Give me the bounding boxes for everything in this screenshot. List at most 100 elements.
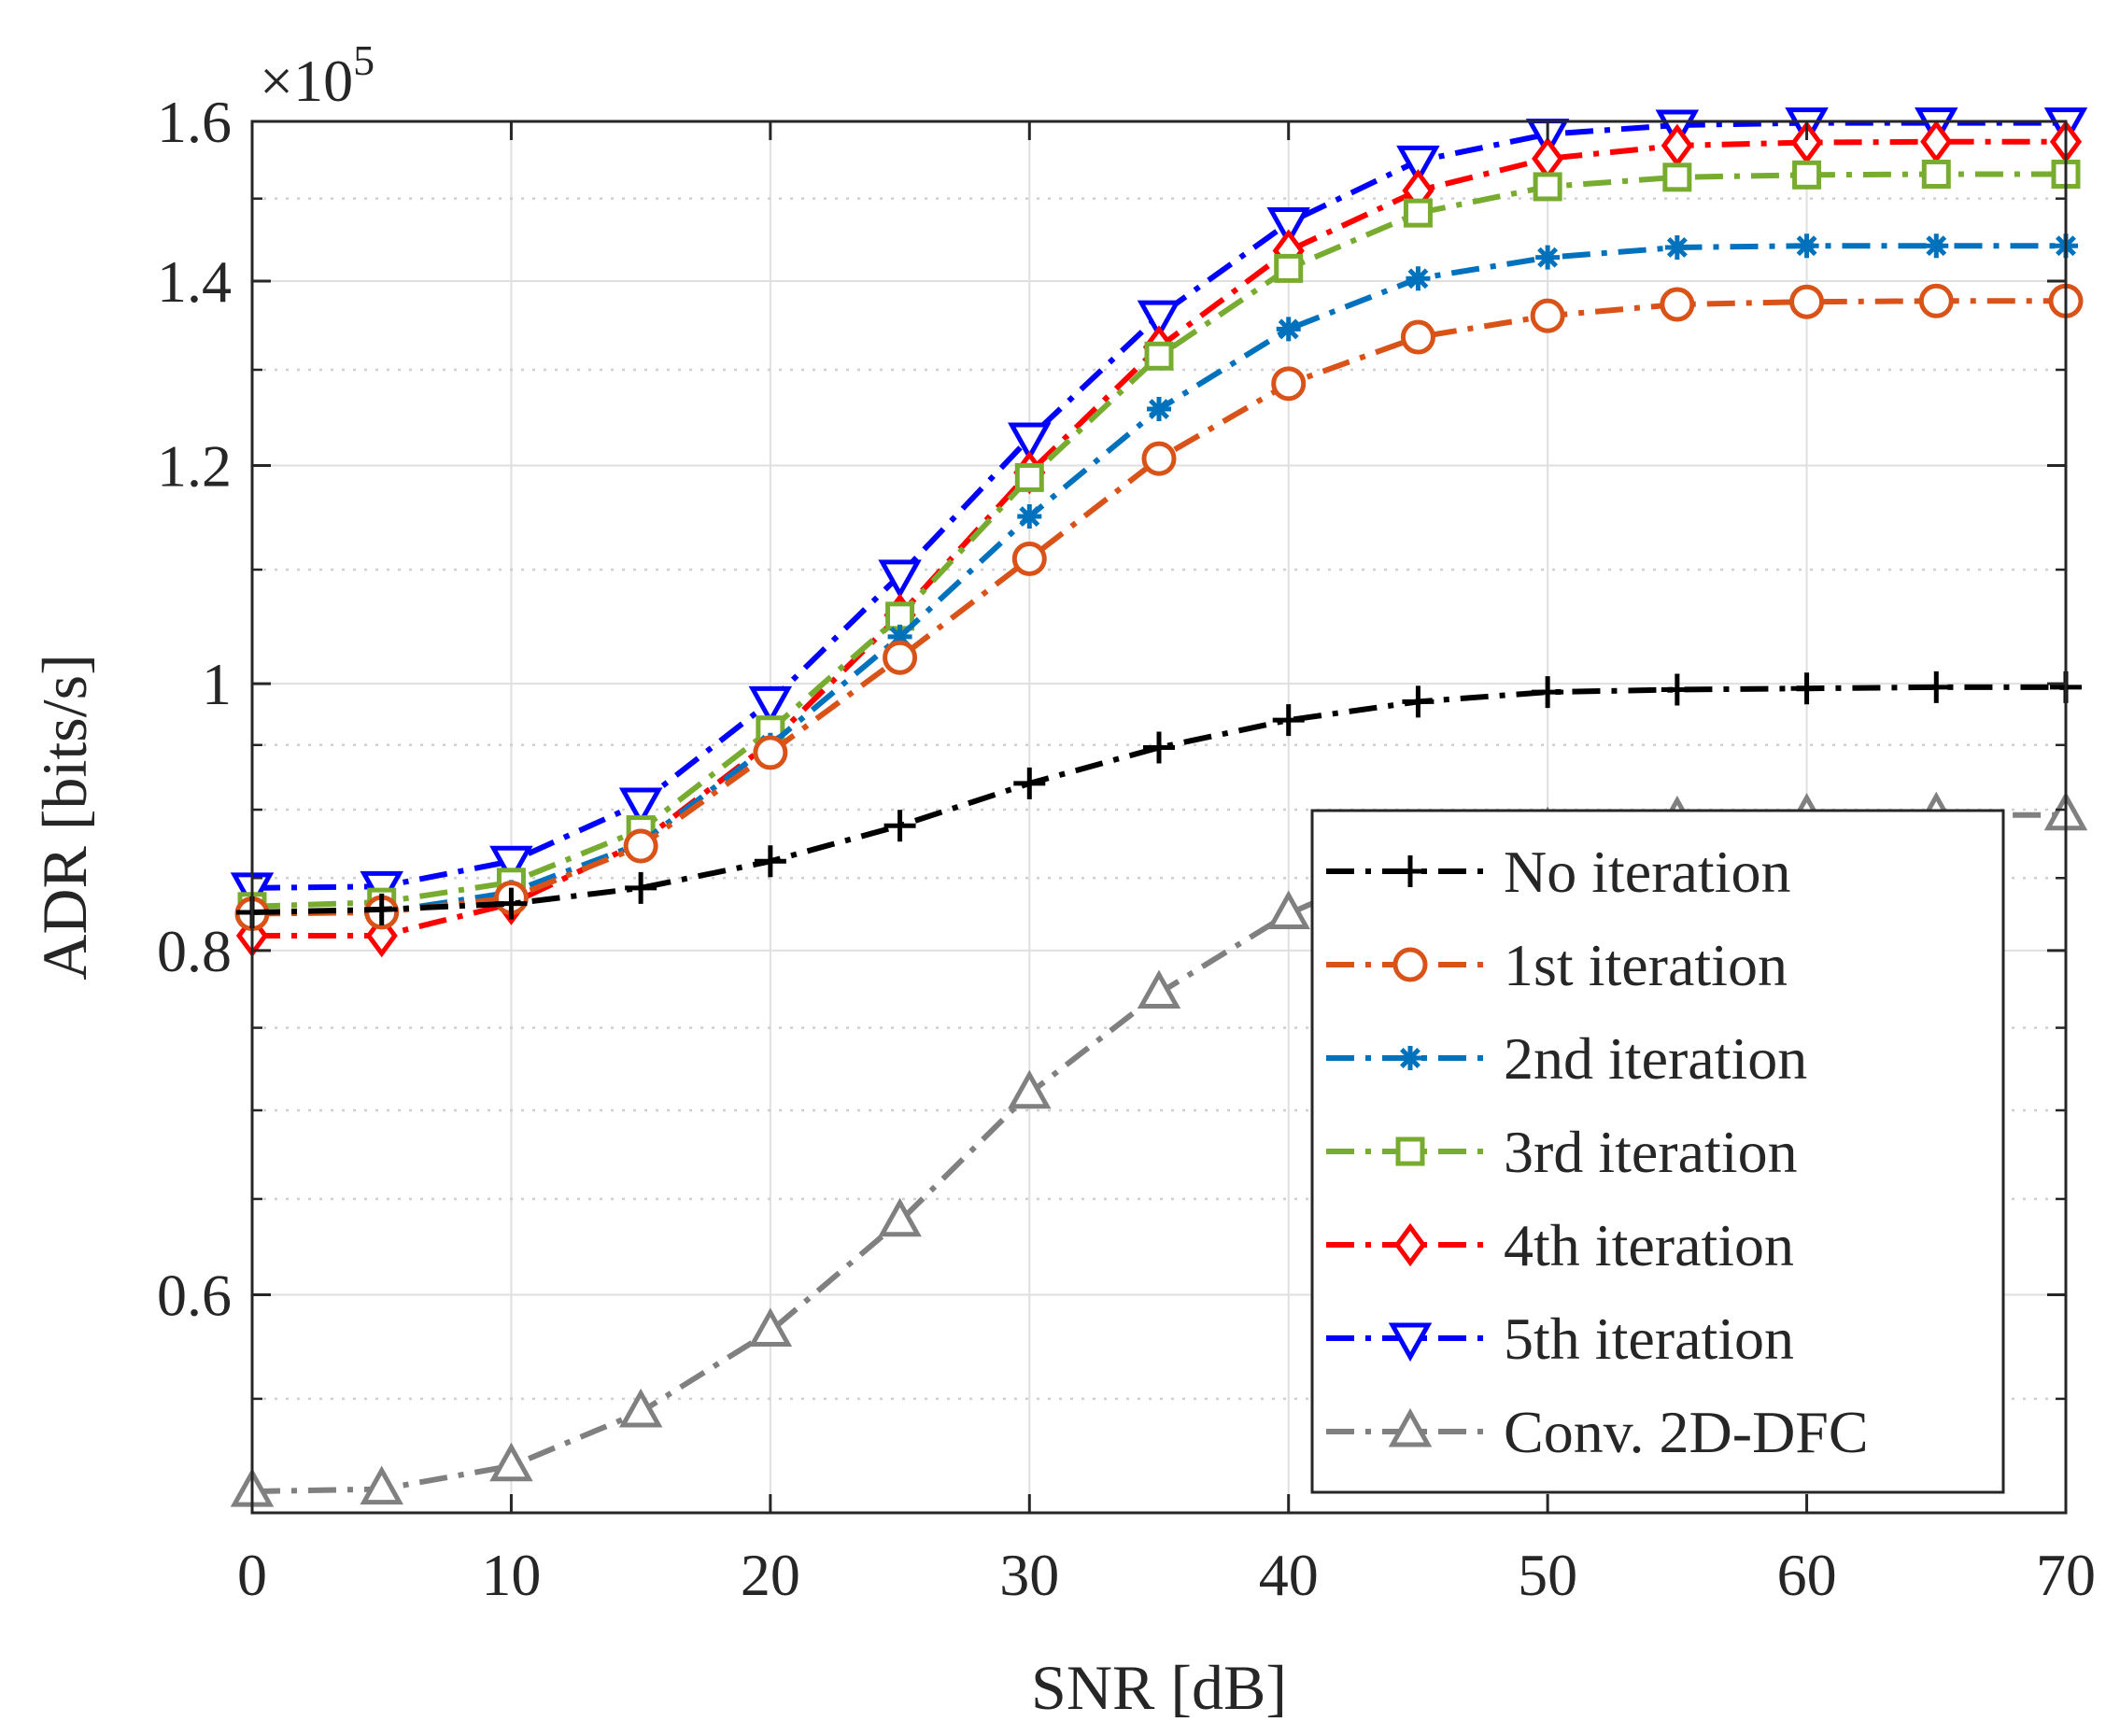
data-point [1147,397,1171,422]
data-point [883,810,916,842]
plot-frame [250,120,2068,1515]
data-point [1008,1069,1052,1109]
x-tick-label: 40 [1259,1542,1319,1608]
legend-swatch-marker [1388,1407,1433,1447]
data-point [1660,287,1695,322]
data-point [495,887,528,920]
data-point [489,1442,533,1482]
data-point [1400,319,1435,355]
legend-swatch-marker [1392,947,1428,982]
data-point [1530,298,1565,333]
data-point [1662,162,1692,192]
series-line [251,684,2066,915]
y-tick-label: 0.8 [157,918,232,984]
data-point [756,715,785,745]
legend-item: 2nd iteration [1326,1025,1807,1092]
y-tick-label: 1 [202,651,232,717]
x-axis-label: SNR [dB] [1031,1652,1287,1723]
data-point [1276,317,1301,342]
legend-label: 5th iteration [1504,1306,1794,1372]
legend-item: 3rd iteration [1326,1119,1798,1185]
data-point [1789,284,1825,319]
data-point [618,1388,663,1428]
data-point [1402,685,1435,718]
data-point [365,913,398,958]
legend-label: No iteration [1504,839,1790,905]
data-point [748,1307,793,1347]
legend-label: Conv. 2D-DFC [1504,1399,1869,1465]
series-line [251,171,2066,910]
data-point [1535,245,1561,270]
y-tick-label: 1.6 [157,89,232,155]
data-point [625,871,657,904]
legend-item: 1st iteration [1326,932,1788,998]
y-tick-label: 1.2 [157,433,232,500]
data-point [1396,145,1440,185]
data-point [1137,969,1181,1009]
legend-label: 3rd iteration [1504,1119,1798,1185]
data-point [1661,673,1693,706]
legend-label: 1st iteration [1504,932,1788,998]
legend-swatch-marker [1393,1222,1427,1267]
x-tick-label: 20 [741,1542,800,1608]
axis-ticks: 0 10 20 30 40 50 60 70 0.6 0.8 1 1.2 1.4 1.6 [157,89,2096,1608]
data-point [1794,233,1819,259]
data-point [1013,767,1046,799]
data-point [1011,541,1047,576]
data-point [1144,341,1174,371]
data-point [1532,676,1564,709]
legend-swatch-marker [1388,1322,1433,1362]
legend-label: 4th iteration [1504,1212,1794,1278]
data-point [887,624,912,649]
data-point [1017,504,1042,529]
x-tick-label: 0 [237,1542,267,1608]
data-point [878,559,922,599]
data-point [1266,207,1310,247]
legend-swatch-marker [1398,1046,1422,1070]
legend-item: No iteration [1326,839,1790,905]
y-tick-label: 0.6 [157,1262,232,1328]
series-line [251,298,2066,917]
x-tick-label: 70 [2036,1542,2096,1608]
data-point [1014,462,1044,492]
legend-swatch-marker [1395,1136,1425,1166]
legend-item: 4th iteration [1326,1212,1794,1278]
x-tick-label: 30 [999,1542,1059,1608]
legend-item: 5th iteration [1326,1306,1794,1372]
data-point [1141,441,1177,476]
data-point [1792,160,1822,190]
data-point [1406,266,1431,291]
data-point [748,685,793,726]
data-point [360,1465,403,1505]
data-point [1920,120,1953,164]
data-point [1920,670,1953,703]
y-tick-label: 1.4 [157,248,232,315]
data-point [1271,366,1307,402]
data-point [1274,253,1304,283]
data-point [1921,159,1951,189]
data-point [754,845,786,878]
data-point [883,640,918,675]
x-tick-label: 50 [1518,1542,1577,1608]
data-point [1137,300,1181,340]
legend-box [1310,809,2005,1494]
data-point [1790,672,1823,705]
data-point [623,828,658,864]
legend: No iteration 1st iteration 2nd iteration 3r… [1310,809,2005,1494]
data-point [753,735,788,770]
data-point [365,893,398,925]
legend-label: 2nd iteration [1504,1025,1807,1092]
data-point [1403,198,1433,228]
data-point [1918,283,1954,318]
series-1st-iteration [234,283,2084,932]
x-tick-label: 60 [1777,1542,1837,1608]
data-point [1143,731,1175,764]
data-point [1266,890,1310,930]
data-point [1272,704,1305,737]
data-point [878,1197,922,1237]
legend-swatch-marker [1394,855,1426,887]
y-axis-label: ADR [bits/s] [29,654,100,980]
data-point [1008,422,1052,462]
data-point [1790,120,1823,164]
